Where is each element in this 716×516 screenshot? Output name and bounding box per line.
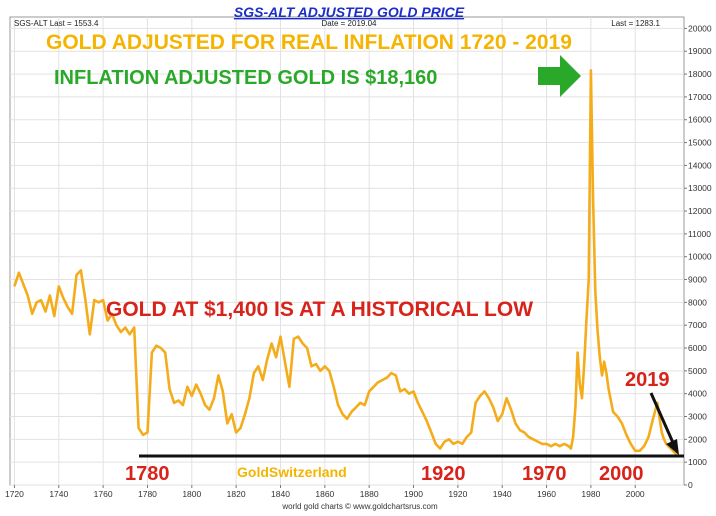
y-tick-label: 6000 [688, 343, 707, 353]
x-tick-label: 1820 [227, 489, 246, 499]
x-tick-label: 1880 [360, 489, 379, 499]
y-tick-label: 19000 [688, 46, 712, 56]
y-tick-label: 17000 [688, 92, 712, 102]
y-tick-label: 7000 [688, 320, 707, 330]
x-tick-label: 1760 [94, 489, 113, 499]
x-tick-label: 2000 [626, 489, 645, 499]
y-tick-label: 1000 [688, 457, 707, 467]
x-tick-label: 1980 [581, 489, 600, 499]
y-tick-label: 18000 [688, 69, 712, 79]
y-axis-ticks: 0 1000 2000 3000 4000 5000 6000 7000 8000 9000 100… [684, 23, 712, 490]
year-label-1970: 1970 [522, 463, 567, 485]
y-tick-label: 10000 [688, 252, 712, 262]
x-tick-label: 1960 [537, 489, 556, 499]
y-tick-label: 15000 [688, 138, 712, 148]
x-tick-label: 1840 [271, 489, 290, 499]
x-tick-label: 1780 [138, 489, 157, 499]
y-tick-label: 3000 [688, 412, 707, 422]
gold-price-line [13, 69, 679, 457]
y-tick-label: 20000 [688, 23, 712, 33]
gridlines [10, 17, 684, 486]
y-tick-label: 9000 [688, 275, 707, 285]
historical-low-annotation: GOLD AT $1,400 IS AT A HISTORICAL LOW [106, 298, 533, 321]
y-tick-label: 5000 [688, 366, 707, 376]
plot-frame [9, 16, 685, 486]
headline-annotation: GOLD ADJUSTED FOR REAL INFLATION 1720 - … [46, 31, 572, 54]
series-last-info: SGS-ALT Last = 1553.4 [14, 19, 99, 28]
year-label-1780: 1780 [125, 463, 170, 485]
y-tick-label: 16000 [688, 115, 712, 125]
y-tick-label: 2000 [688, 434, 707, 444]
last-price-info: Last = 1283.1 [611, 19, 660, 28]
x-tick-label: 1940 [493, 489, 512, 499]
black-arrow-icon [649, 392, 679, 455]
y-tick-label: 4000 [688, 389, 707, 399]
x-tick-label: 1920 [448, 489, 467, 499]
x-tick-label: 1720 [5, 489, 24, 499]
x-tick-label: 1900 [404, 489, 423, 499]
x-tick-label: 1860 [315, 489, 334, 499]
x-axis-ticks: 1720 1740 1760 1780 1800 1820 1840 1860 1880 1900… [5, 485, 645, 499]
green-arrow-icon [538, 55, 581, 97]
year-label-2000: 2000 [599, 463, 644, 485]
y-tick-label: 13000 [688, 183, 712, 193]
y-tick-label: 0 [688, 480, 693, 490]
year-2019-label: 2019 [625, 369, 670, 391]
y-tick-label: 8000 [688, 297, 707, 307]
y-tick-label: 14000 [688, 160, 712, 170]
chart-title: SGS-ALT ADJUSTED GOLD PRICE [234, 4, 465, 20]
source-footer: world gold charts © www.goldchartsrus.co… [281, 502, 438, 511]
date-info: Date = 2019.04 [322, 19, 377, 28]
year-label-1920: 1920 [421, 463, 466, 485]
y-tick-label: 11000 [688, 229, 711, 239]
peak-annotation: INFLATION ADJUSTED GOLD IS $18,160 [54, 67, 437, 89]
x-tick-label: 1800 [182, 489, 201, 499]
y-tick-label: 12000 [688, 206, 712, 216]
x-tick-label: 1740 [49, 489, 68, 499]
brand-label: GoldSwitzerland [237, 464, 347, 480]
